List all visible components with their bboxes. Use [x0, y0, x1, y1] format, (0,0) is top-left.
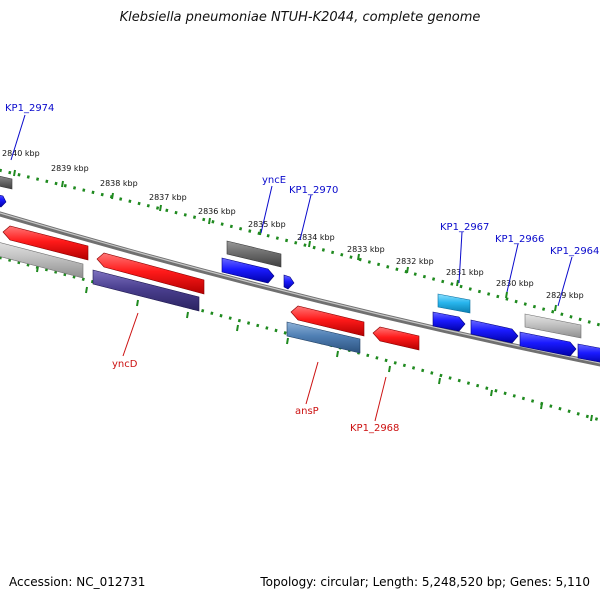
- gene-feature[interactable]: [286, 321, 361, 354]
- gene-feature[interactable]: [577, 343, 600, 364]
- gene-label[interactable]: ansP: [295, 406, 319, 417]
- gene-feature[interactable]: [92, 269, 200, 312]
- accession-label: Accession: NC_012731: [9, 575, 146, 589]
- tick-label: 2829 kbp: [546, 291, 584, 300]
- tick-label: 2835 kbp: [248, 220, 286, 229]
- gene-feature[interactable]: [221, 257, 275, 284]
- label-leaders: [10, 114, 573, 422]
- gene-feature[interactable]: [519, 331, 577, 357]
- gene-feature[interactable]: [290, 305, 365, 337]
- tick-labels: 2840 kbp 2839 kbp 2838 kbp 2837 kbp 2836…: [2, 149, 584, 300]
- tick-label: 2833 kbp: [347, 245, 385, 254]
- gene-labels: KP1_2974 yncE KP1_2970 KP1_2967 KP1_2966…: [5, 103, 599, 434]
- tick-label: 2838 kbp: [100, 179, 138, 188]
- gene-label[interactable]: KP1_2974: [5, 103, 54, 114]
- genome-backbone-highlight: [0, 212, 600, 364]
- gene-feature[interactable]: [96, 252, 205, 295]
- reverse-strand-features: [0, 225, 420, 354]
- tick-label: 2840 kbp: [2, 149, 40, 158]
- inner-tick-ring: [0, 256, 600, 422]
- gene-label[interactable]: KP1_2968: [350, 423, 399, 434]
- gene-label[interactable]: KP1_2967: [440, 222, 489, 233]
- gene-label[interactable]: yncE: [262, 175, 286, 186]
- gene-label[interactable]: KP1_2964: [550, 246, 599, 257]
- gene-feature[interactable]: [0, 174, 13, 190]
- tick-label: 2839 kbp: [51, 164, 89, 173]
- gene-label[interactable]: KP1_2966: [495, 234, 544, 245]
- gene-feature[interactable]: [437, 293, 471, 314]
- gene-label[interactable]: KP1_2970: [289, 185, 338, 196]
- gene-feature[interactable]: [432, 311, 466, 332]
- gene-feature[interactable]: [2, 225, 89, 261]
- gene-feature[interactable]: [470, 319, 519, 344]
- forward-strand-features: [0, 174, 600, 364]
- gene-feature[interactable]: [226, 240, 282, 268]
- gene-feature[interactable]: [0, 240, 84, 279]
- tick-label: 2834 kbp: [297, 233, 335, 242]
- tick-label: 2832 kbp: [396, 257, 434, 266]
- gene-feature[interactable]: [0, 193, 7, 208]
- outer-major-ticks: [13, 169, 557, 312]
- tick-label: 2830 kbp: [496, 279, 534, 288]
- inner-major-ticks: [36, 265, 593, 422]
- gene-feature[interactable]: [372, 326, 420, 351]
- gene-feature[interactable]: [283, 274, 295, 290]
- gene-label[interactable]: yncD: [112, 359, 138, 370]
- tick-label: 2831 kbp: [446, 268, 484, 277]
- genome-backbone: [0, 211, 600, 367]
- tick-label: 2837 kbp: [149, 193, 187, 202]
- gene-feature[interactable]: [524, 313, 582, 339]
- genome-summary: Topology: circular; Length: 5,248,520 bp…: [260, 575, 590, 589]
- map-title: Klebsiella pneumoniae NTUH-K2044, comple…: [119, 10, 481, 25]
- tick-label: 2836 kbp: [198, 207, 236, 216]
- outer-tick-ring: [0, 168, 600, 327]
